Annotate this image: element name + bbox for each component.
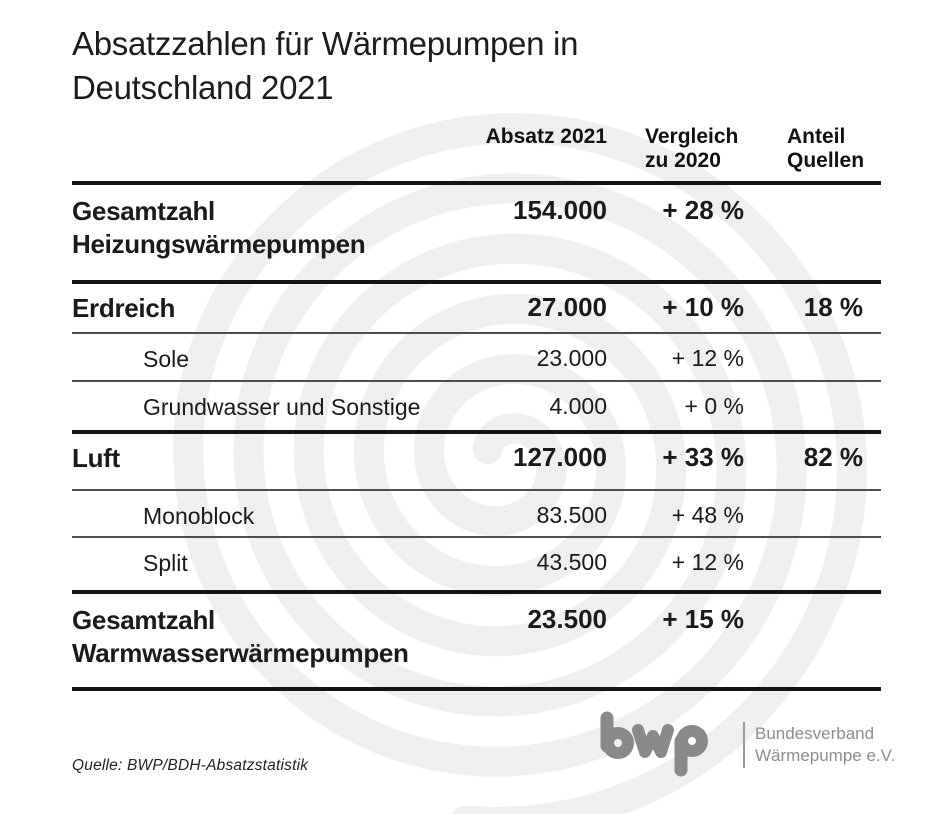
cell-absatz: 127.000 [513, 442, 607, 472]
row-label: Monoblock [143, 503, 255, 529]
bwp-logo: Bundesverband Wärmepumpe e.V. [598, 710, 918, 790]
cell-vergleich: + 0 % [684, 393, 744, 419]
sales-table: Gesamtzahl Heizungswärmepumpen 154.000 +… [72, 181, 881, 691]
row-label: Split [143, 550, 188, 576]
cell-vergleich: + 33 % [662, 442, 744, 472]
cell-vergleich: + 10 % [662, 292, 744, 322]
row-label: Sole [143, 346, 190, 372]
table-row-gesamtzahl-warmwasser: Gesamtzahl Warmwasserwärmepumpen 23.500 … [72, 590, 881, 687]
table-row-gesamtzahl-heizung: Gesamtzahl Heizungswärmepumpen 154.000 +… [72, 181, 881, 280]
logo-org-name: Bundesverband Wärmepumpe e.V. [755, 724, 896, 765]
source-note: Quelle: BWP/BDH-Absatzstatistik [72, 757, 309, 774]
row-label: Luft [72, 443, 120, 473]
table-row-sole: Sole 23.000 + 12 % [72, 332, 881, 380]
cell-absatz: 83.500 [536, 502, 607, 528]
row-label: Gesamtzahl Heizungswärmepumpen [72, 196, 366, 259]
cell-absatz: 4.000 [549, 393, 607, 419]
row-label: Grundwasser und Sonstige [143, 394, 421, 420]
table-row-grundwasser: Grundwasser und Sonstige 4.000 + 0 % [72, 380, 881, 430]
cell-absatz: 154.000 [513, 195, 607, 225]
cell-vergleich: + 28 % [662, 195, 744, 225]
row-label: Erdreich [72, 293, 176, 323]
table-row-monoblock: Monoblock 83.500 + 48 % [72, 489, 881, 536]
cell-vergleich: + 12 % [671, 345, 744, 371]
spiral-path [173, 113, 868, 814]
table-row-luft: Luft 127.000 + 33 % 82 % [72, 430, 881, 489]
cell-absatz: 23.000 [536, 345, 607, 371]
row-label: Gesamtzahl Warmwasserwärmepumpen [72, 605, 409, 668]
cell-vergleich: + 48 % [671, 502, 744, 528]
cell-absatz: 43.500 [536, 549, 607, 575]
cell-absatz: 27.000 [527, 292, 607, 322]
column-header-vergleich: Vergleich zu 2020 [645, 125, 739, 172]
column-header-anteil: Anteil Quellen [787, 125, 865, 172]
table-row-split: Split 43.500 + 12 % [72, 536, 881, 590]
cell-anteil: 18 % [803, 292, 863, 322]
table-row-erdreich: Erdreich 27.000 + 10 % 18 % [72, 280, 881, 332]
page-title: Absatzzahlen für Wärmepumpen in Deutschl… [72, 25, 579, 106]
bwp-wordmark-icon [600, 711, 708, 777]
cell-vergleich: + 15 % [662, 604, 744, 634]
logo-divider [743, 722, 745, 768]
cell-absatz: 23.500 [527, 604, 607, 634]
column-header-absatz: Absatz 2021 [485, 125, 607, 148]
cell-anteil: 82 % [803, 442, 863, 472]
cell-vergleich: + 12 % [671, 549, 744, 575]
